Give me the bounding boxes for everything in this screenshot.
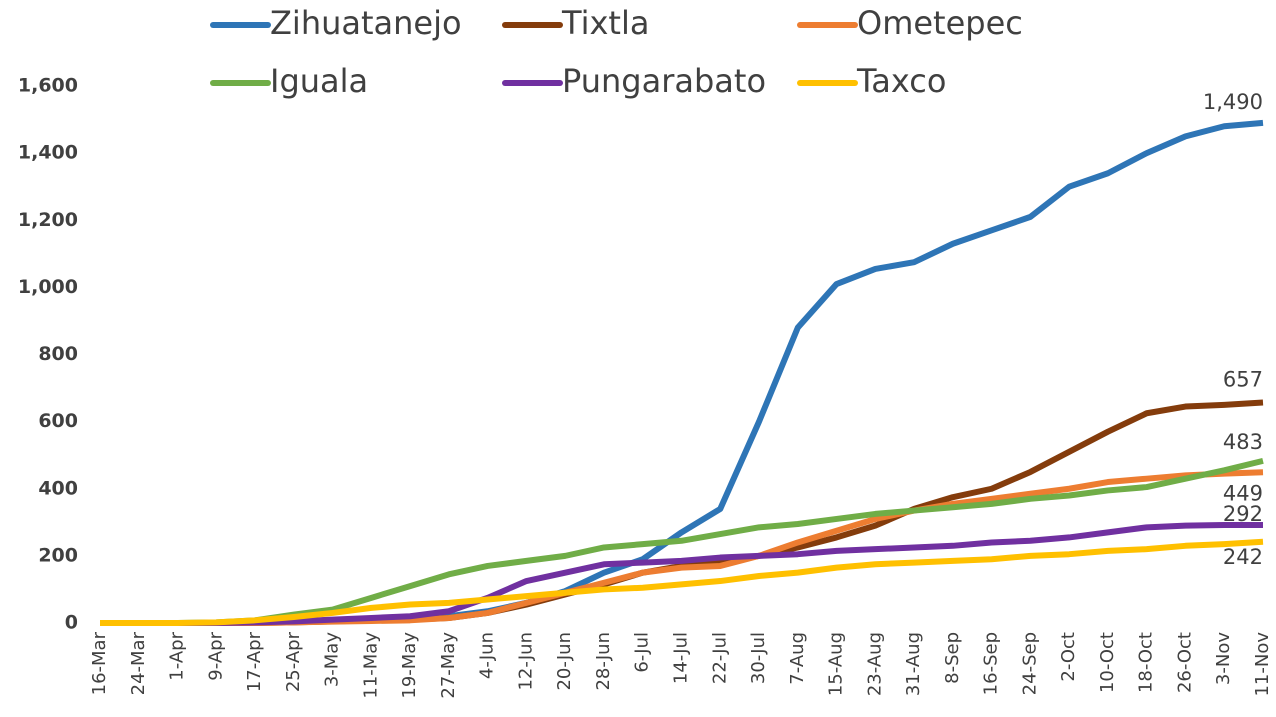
x-tick-label: 16-Sep	[981, 632, 1002, 695]
x-tick-label: 30-Jul	[748, 632, 769, 684]
x-tick-label: 10-Oct	[1097, 632, 1118, 693]
value-label: 1,490	[1203, 90, 1263, 114]
legend-label: Iguala	[270, 62, 368, 100]
value-label: 449	[1223, 481, 1263, 505]
x-tick-label: 31-Aug	[903, 632, 924, 696]
value-label: 483	[1223, 430, 1263, 454]
series-line	[100, 119, 1264, 626]
x-tick-label: 19-May	[399, 632, 420, 699]
x-tick-label: 22-Jul	[709, 632, 730, 684]
y-tick-label: 1,200	[18, 209, 78, 231]
value-label: 657	[1223, 367, 1263, 391]
x-tick-label: 4-Jun	[477, 632, 498, 679]
legend-label: Taxco	[856, 62, 946, 100]
legend-label: Tixtla	[561, 4, 649, 42]
value-label: 292	[1223, 502, 1263, 526]
x-tick-label: 7-Aug	[787, 632, 808, 685]
x-tick-label: 20-Jun	[554, 632, 575, 691]
y-tick-label: 1,600	[18, 75, 78, 97]
x-tick-label: 17-Apr	[244, 631, 265, 692]
y-tick-label: 1,000	[18, 276, 78, 298]
x-tick-label: 3-Nov	[1213, 632, 1234, 685]
y-tick-label: 1,400	[18, 142, 78, 164]
x-tick-label: 6-Jul	[632, 632, 653, 673]
x-tick-label: 18-Oct	[1136, 632, 1157, 693]
legend-label: Zihuatanejo	[270, 4, 462, 42]
x-tick-label: 24-Mar	[128, 631, 149, 695]
y-tick-label: 800	[38, 343, 78, 365]
x-tick-label: 3-May	[322, 632, 343, 688]
x-tick-label: 23-Aug	[864, 632, 885, 696]
x-tick-label: 26-Oct	[1174, 632, 1195, 693]
x-tick-label: 12-Jun	[515, 632, 536, 691]
y-tick-label: 0	[65, 612, 78, 634]
x-tick-label: 9-Apr	[205, 631, 226, 680]
x-tick-label: 27-May	[438, 632, 459, 699]
y-tick-label: 400	[38, 477, 78, 499]
x-tick-label: 16-Mar	[89, 631, 110, 695]
x-tick-label: 24-Sep	[1019, 632, 1040, 695]
x-tick-label: 11-May	[360, 632, 381, 699]
series-line	[100, 521, 1263, 626]
x-tick-label: 11-Nov	[1252, 632, 1273, 697]
x-tick-label: 28-Jun	[593, 632, 614, 691]
x-tick-label: 14-Jul	[671, 632, 692, 684]
legend-label: Pungarabato	[562, 62, 766, 100]
legend-label: Ometepec	[857, 4, 1023, 42]
series-line	[100, 538, 1264, 626]
series-line	[100, 399, 1264, 626]
x-tick-label: 1-Apr	[167, 631, 188, 680]
x-tick-label: 8-Sep	[942, 632, 963, 684]
x-tick-label: 15-Aug	[826, 632, 847, 696]
x-tick-label: 2-Oct	[1058, 632, 1079, 682]
x-tick-label: 25-Apr	[283, 631, 304, 692]
y-tick-label: 200	[38, 544, 78, 566]
y-tick-label: 600	[38, 410, 78, 432]
value-label: 242	[1223, 545, 1263, 569]
